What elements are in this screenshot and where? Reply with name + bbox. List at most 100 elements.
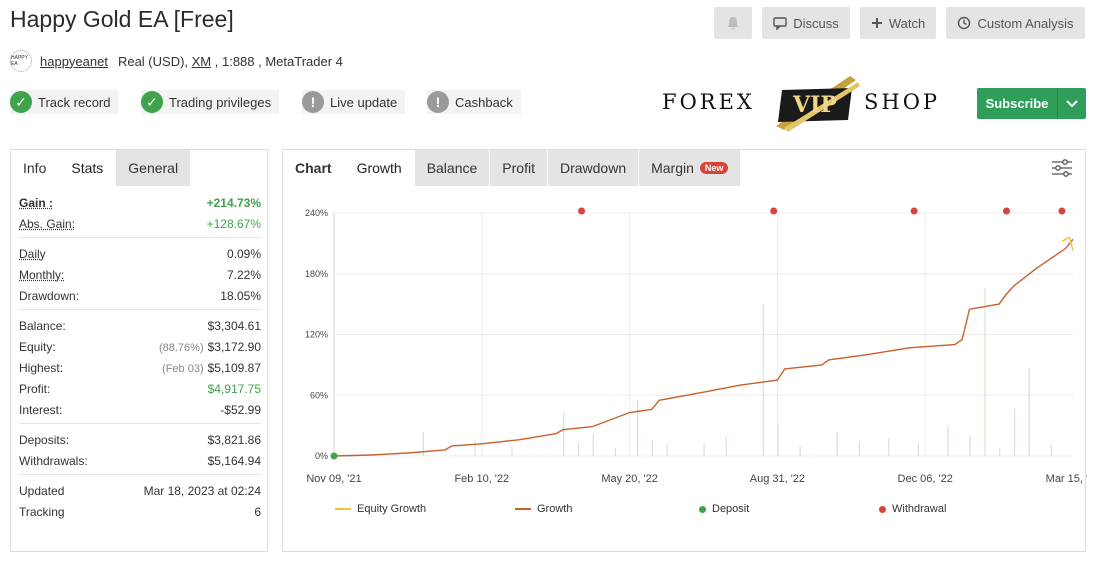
tab-balance[interactable]: Balance: [414, 150, 491, 186]
left-tabs: Info Stats General: [11, 150, 192, 186]
volume-bar: [563, 412, 565, 456]
badge-track-record[interactable]: ✓ Track record: [10, 90, 119, 114]
volume-bar: [799, 446, 801, 456]
stat-tracking: Tracking 6: [19, 504, 261, 519]
volume-bar: [777, 424, 779, 456]
volume-bar: [614, 448, 617, 456]
account-info: HAPPY EA happyeanet Real (USD), XM , 1:8…: [10, 50, 343, 72]
volume-bar: [725, 436, 727, 456]
badge-label: Trading privileges: [169, 94, 272, 110]
tab-profit[interactable]: Profit: [490, 150, 548, 186]
subscribe-label: Subscribe: [985, 96, 1049, 111]
volume-bar: [762, 304, 764, 456]
tab-growth[interactable]: Growth: [344, 150, 415, 186]
volume-bar: [1013, 408, 1016, 456]
x-tick-label: Feb 10, '22: [454, 473, 509, 485]
user-link[interactable]: happyeanet: [40, 53, 108, 69]
stats-list: Gain : +214.73% Abs. Gain: +128.67% Daily 0…: [19, 192, 261, 522]
stat-equity: Equity: (88.76%) $3,172.90: [19, 339, 261, 354]
legend-growth[interactable]: Growth: [515, 503, 572, 515]
volume-bar: [888, 438, 890, 456]
notify-button[interactable]: [714, 7, 752, 39]
logo-text-middle: VIP: [792, 92, 837, 118]
watch-label: Watch: [888, 15, 926, 31]
y-tick-label: 240%: [305, 208, 328, 218]
badge-live-update[interactable]: ! Live update: [302, 90, 406, 114]
vip-emblem: VIP: [776, 76, 860, 132]
growth-chart[interactable]: 0% 60% 120% 180% 240% Nov 09, '21 Feb 10, '22 M…: [283, 190, 1087, 500]
tab-margin[interactable]: Margin New: [639, 150, 742, 186]
divider: [19, 237, 261, 238]
custom-analysis-button[interactable]: Custom Analysis: [946, 7, 1085, 39]
legend-equity-growth[interactable]: Equity Growth: [335, 503, 426, 515]
custom-analysis-label: Custom Analysis: [977, 15, 1074, 31]
y-tick-label: 120%: [305, 330, 328, 340]
broker-link[interactable]: XM: [191, 53, 212, 69]
forex-vip-shop-logo: FOREX VIP SHOP: [660, 66, 950, 136]
badge-label: Cashback: [455, 94, 513, 110]
volume-bar: [422, 432, 424, 456]
exclamation-icon: !: [302, 91, 324, 113]
check-icon: ✓: [141, 91, 163, 113]
volume-bar: [666, 444, 668, 456]
bell-icon: [727, 17, 739, 30]
new-badge: New: [699, 162, 729, 174]
stat-gain: Gain : +214.73%: [19, 195, 261, 210]
plus-icon: [871, 18, 882, 28]
volume-bar: [1028, 368, 1030, 456]
tab-general[interactable]: General: [116, 150, 192, 186]
volume-bar: [969, 435, 971, 456]
chevron-down-icon[interactable]: [1057, 88, 1086, 119]
highest-note: (Feb 03): [162, 362, 204, 375]
legend-deposit[interactable]: Deposit: [699, 503, 749, 515]
account-meta: Real (USD), XM , 1:888 , MetaTrader 4: [118, 54, 343, 69]
divider: [19, 423, 261, 424]
account-details: , 1:888 , MetaTrader 4: [211, 53, 343, 69]
volume-bar: [703, 443, 705, 456]
y-tick-label: 180%: [305, 269, 328, 279]
stat-drawdown: Drawdown: 18.05%: [19, 288, 261, 303]
stat-monthly: Monthly: 7.22%: [19, 267, 261, 282]
exclamation-icon: !: [427, 91, 449, 113]
badge-label: Live update: [330, 94, 398, 110]
withdrawal-point: [770, 207, 778, 215]
legend-withdrawal[interactable]: Withdrawal: [879, 503, 946, 515]
tab-drawdown[interactable]: Drawdown: [547, 150, 640, 186]
page-title: Happy Gold EA [Free]: [10, 6, 234, 32]
volume-bar: [858, 441, 860, 456]
chart-legend: Equity Growth Growth Deposit Withdrawal: [283, 503, 1087, 517]
avatar[interactable]: HAPPY EA: [10, 50, 32, 72]
account-type: Real (USD),: [117, 53, 192, 69]
clock-icon: [958, 16, 971, 30]
badge-label: Track record: [38, 94, 111, 110]
stat-daily: Daily 0.09%: [19, 246, 261, 261]
stat-abs-gain: Abs. Gain: +128.67%: [19, 216, 261, 231]
volume-bar: [474, 440, 476, 456]
stat-updated: Updated Mar 18, 2023 at 02:24: [19, 483, 261, 498]
equity-growth-series-line: [1061, 236, 1074, 251]
volume-bar: [592, 433, 594, 456]
badge-trading-privileges[interactable]: ✓ Trading privileges: [141, 90, 280, 114]
badge-cashback[interactable]: ! Cashback: [427, 90, 521, 114]
tab-info[interactable]: Info: [11, 150, 60, 186]
y-tick-label: 60%: [310, 390, 328, 400]
withdrawal-point: [578, 207, 586, 215]
discuss-label: Discuss: [793, 15, 839, 31]
volume-bar: [1050, 444, 1053, 456]
tab-chart[interactable]: Chart: [283, 150, 345, 186]
stat-profit: Profit: $4,917.75: [19, 381, 261, 396]
tab-stats[interactable]: Stats: [59, 150, 117, 186]
withdrawal-point: [910, 207, 918, 215]
watch-button[interactable]: Watch: [860, 7, 936, 39]
comment-icon: [773, 17, 787, 30]
stat-balance: Balance: $3,304.61: [19, 318, 261, 333]
withdrawal-point: [1058, 207, 1066, 215]
volume-bar: [836, 432, 838, 456]
discuss-button[interactable]: Discuss: [762, 7, 850, 39]
deposit-point: [330, 452, 338, 460]
growth-series-line: [333, 238, 1074, 457]
subscribe-button[interactable]: Subscribe: [977, 88, 1086, 119]
stats-panel: Info Stats General Gain : +214.73% Abs. G…: [10, 149, 268, 552]
x-tick-label: Mar 15, '23: [1046, 473, 1087, 485]
sliders-icon[interactable]: [1051, 158, 1073, 178]
